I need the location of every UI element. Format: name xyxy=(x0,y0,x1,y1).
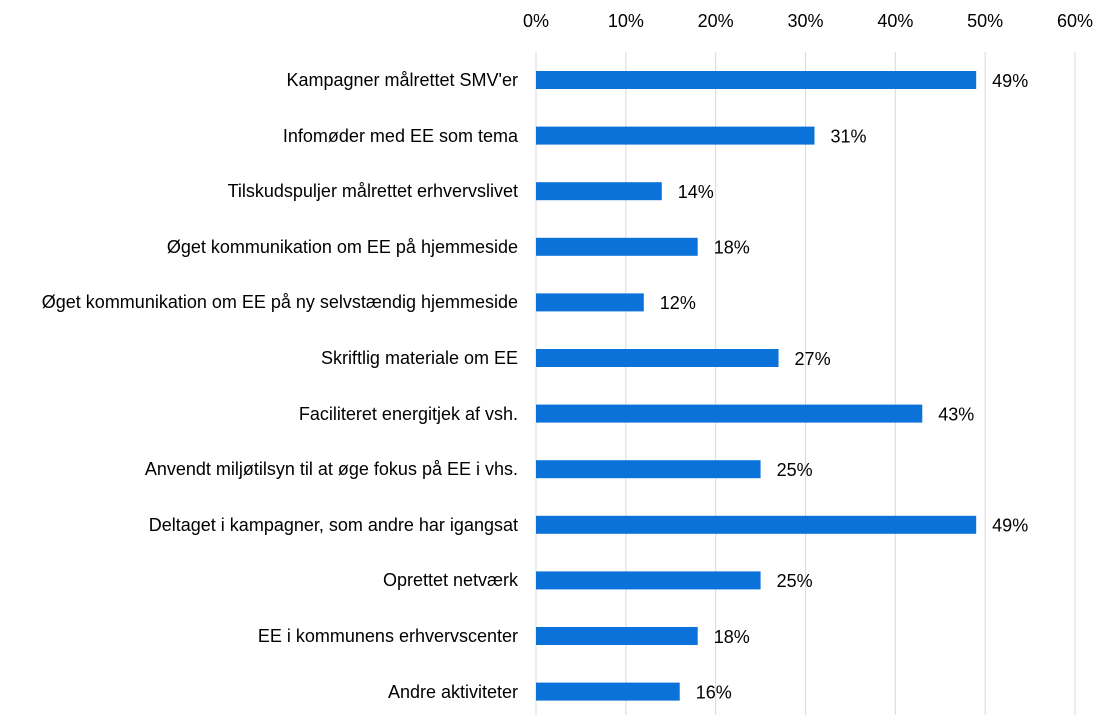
data-label: 25% xyxy=(777,571,813,591)
bar xyxy=(536,682,680,701)
bar xyxy=(536,515,977,534)
data-label: 27% xyxy=(795,349,831,369)
bar xyxy=(536,293,644,312)
data-label: 18% xyxy=(714,627,750,647)
bar xyxy=(536,126,815,145)
bar xyxy=(536,404,923,423)
bar xyxy=(536,460,761,479)
data-label: 25% xyxy=(777,460,813,480)
bar xyxy=(536,71,977,89)
bar xyxy=(536,237,698,256)
category-label: Oprettet netværk xyxy=(382,570,518,591)
x-tick-label: 50% xyxy=(967,11,1003,31)
x-tick-label: 60% xyxy=(1057,11,1093,31)
x-tick-label: 20% xyxy=(698,11,734,31)
data-label: 49% xyxy=(992,71,1028,91)
x-tick-label: 40% xyxy=(877,11,913,31)
category-label: EE i kommunens erhvervscenter xyxy=(257,626,518,646)
data-label: 12% xyxy=(660,293,696,313)
category-label: Tilskudspuljer målrettet erhvervslivet xyxy=(227,181,518,202)
category-label: Deltaget i kampagner, som andre har igan… xyxy=(148,514,518,535)
x-tick-label: 10% xyxy=(608,11,644,31)
x-tick-label: 0% xyxy=(523,11,549,31)
category-label: Infomøder med EE som tema xyxy=(282,125,518,146)
category-label: Skriftlig materiale om EE xyxy=(320,348,518,368)
data-label: 31% xyxy=(830,126,866,146)
data-label: 18% xyxy=(714,238,750,258)
category-label: Faciliteret energitjek af vsh. xyxy=(298,403,518,424)
category-label: Øget kommunikation om EE på ny selvstænd… xyxy=(41,292,518,313)
category-label: Kampagner målrettet SMV'er xyxy=(286,70,518,90)
category-label: Anvendt miljøtilsyn til at øge fokus på … xyxy=(144,459,518,480)
data-label: 43% xyxy=(938,404,974,424)
bar xyxy=(536,182,662,201)
data-label: 49% xyxy=(992,516,1028,536)
bar xyxy=(536,349,779,367)
category-label: Andre aktiviteter xyxy=(387,681,518,702)
bar xyxy=(536,627,698,645)
x-tick-label: 30% xyxy=(787,11,823,31)
category-label: Øget kommunikation om EE på hjemmeside xyxy=(166,236,518,257)
data-label: 16% xyxy=(696,682,732,702)
data-label: 14% xyxy=(678,182,714,202)
bar xyxy=(536,571,761,590)
